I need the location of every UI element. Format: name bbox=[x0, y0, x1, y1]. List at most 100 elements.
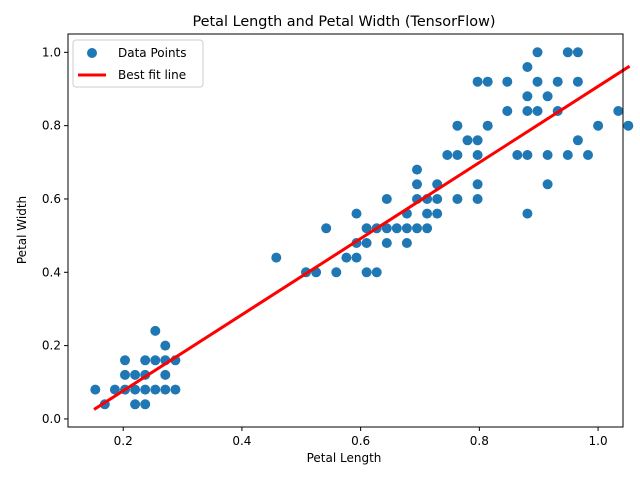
data-point bbox=[150, 325, 161, 336]
data-point bbox=[401, 238, 412, 248]
data-point bbox=[572, 135, 583, 146]
y-tick-label: 0.6 bbox=[42, 192, 61, 206]
data-point bbox=[140, 399, 151, 410]
data-point bbox=[401, 223, 412, 234]
data-point bbox=[502, 106, 513, 116]
x-tick-label: 1.0 bbox=[589, 434, 608, 448]
data-point bbox=[412, 223, 422, 234]
data-point bbox=[522, 62, 533, 72]
x-axis-ticks: 0.2 0.4 0.6 0.8 1.0 bbox=[114, 427, 608, 448]
data-point bbox=[562, 150, 573, 160]
x-tick-label: 0.6 bbox=[351, 434, 370, 448]
data-point bbox=[120, 355, 130, 366]
data-point bbox=[512, 150, 523, 160]
data-point bbox=[452, 194, 463, 204]
data-point bbox=[593, 120, 604, 131]
y-tick-label: 1.0 bbox=[42, 45, 61, 59]
data-point bbox=[170, 384, 181, 395]
data-point bbox=[482, 120, 493, 131]
data-point bbox=[381, 223, 392, 234]
x-tick-label: 0.4 bbox=[232, 434, 251, 448]
data-point bbox=[562, 47, 573, 58]
data-point bbox=[391, 223, 402, 234]
data-point bbox=[271, 252, 282, 263]
data-point bbox=[522, 208, 533, 219]
data-point bbox=[140, 384, 151, 395]
data-point bbox=[160, 369, 171, 380]
data-point bbox=[472, 135, 483, 146]
data-point bbox=[532, 47, 543, 58]
data-point bbox=[422, 223, 433, 234]
data-point bbox=[532, 76, 543, 87]
y-tick-label: 0.0 bbox=[42, 412, 61, 426]
data-point bbox=[422, 208, 433, 219]
x-axis-label: Petal Length bbox=[307, 451, 382, 465]
data-point bbox=[150, 355, 161, 366]
data-point bbox=[623, 120, 634, 131]
legend-marker-data-points bbox=[87, 48, 97, 58]
chart-title: Petal Length and Petal Width (TensorFlow… bbox=[193, 14, 496, 30]
data-point bbox=[552, 76, 563, 87]
data-point bbox=[432, 194, 443, 204]
y-axis-label: Petal Width bbox=[15, 196, 29, 264]
data-point bbox=[321, 223, 332, 234]
x-tick-label: 0.8 bbox=[470, 434, 489, 448]
data-point bbox=[381, 238, 392, 248]
plot-content bbox=[90, 47, 634, 411]
y-tick-label: 0.4 bbox=[42, 265, 61, 279]
data-point bbox=[150, 384, 161, 395]
data-point bbox=[452, 120, 463, 131]
data-point bbox=[130, 399, 141, 410]
data-point bbox=[542, 91, 553, 102]
data-point bbox=[522, 106, 533, 116]
data-point bbox=[472, 194, 483, 204]
data-point bbox=[522, 91, 533, 102]
data-point bbox=[351, 208, 362, 219]
y-tick-label: 0.8 bbox=[42, 119, 61, 133]
data-point bbox=[572, 76, 583, 87]
data-point bbox=[412, 164, 422, 175]
data-point bbox=[542, 179, 553, 190]
data-point bbox=[583, 150, 593, 160]
data-point bbox=[532, 106, 543, 116]
data-point bbox=[442, 150, 453, 160]
data-point bbox=[542, 150, 553, 160]
data-point bbox=[130, 384, 141, 395]
data-point bbox=[120, 369, 130, 380]
data-point bbox=[371, 267, 382, 278]
data-point bbox=[341, 252, 352, 263]
data-point bbox=[412, 179, 422, 190]
data-point bbox=[572, 47, 583, 58]
y-axis-ticks: 0.0 0.2 0.4 0.6 0.8 1.0 bbox=[42, 45, 68, 426]
data-point bbox=[160, 340, 171, 351]
data-point bbox=[361, 267, 372, 278]
legend: Data Points Best fit line bbox=[72, 39, 204, 88]
data-point bbox=[381, 194, 392, 204]
data-point bbox=[109, 384, 120, 395]
data-point bbox=[613, 106, 624, 116]
data-point bbox=[361, 223, 372, 234]
data-point bbox=[160, 384, 171, 395]
legend-label-data-points: Data Points bbox=[118, 46, 187, 60]
data-point bbox=[140, 355, 151, 366]
legend-label-best-fit: Best fit line bbox=[118, 68, 186, 82]
data-point bbox=[472, 76, 483, 87]
x-tick-label: 0.2 bbox=[114, 434, 133, 448]
plot-frame bbox=[67, 33, 624, 428]
data-point bbox=[522, 150, 533, 160]
data-point bbox=[482, 76, 493, 87]
data-point bbox=[130, 369, 141, 380]
data-point bbox=[452, 150, 463, 160]
data-point bbox=[472, 150, 483, 160]
data-point bbox=[331, 267, 342, 278]
best-fit-line bbox=[93, 64, 631, 411]
data-point bbox=[502, 76, 513, 87]
y-tick-label: 0.2 bbox=[42, 339, 61, 353]
data-point bbox=[432, 208, 443, 219]
data-point bbox=[462, 135, 473, 146]
data-point bbox=[351, 252, 362, 263]
data-point bbox=[361, 238, 372, 248]
data-point bbox=[90, 384, 101, 395]
data-point bbox=[472, 179, 483, 190]
